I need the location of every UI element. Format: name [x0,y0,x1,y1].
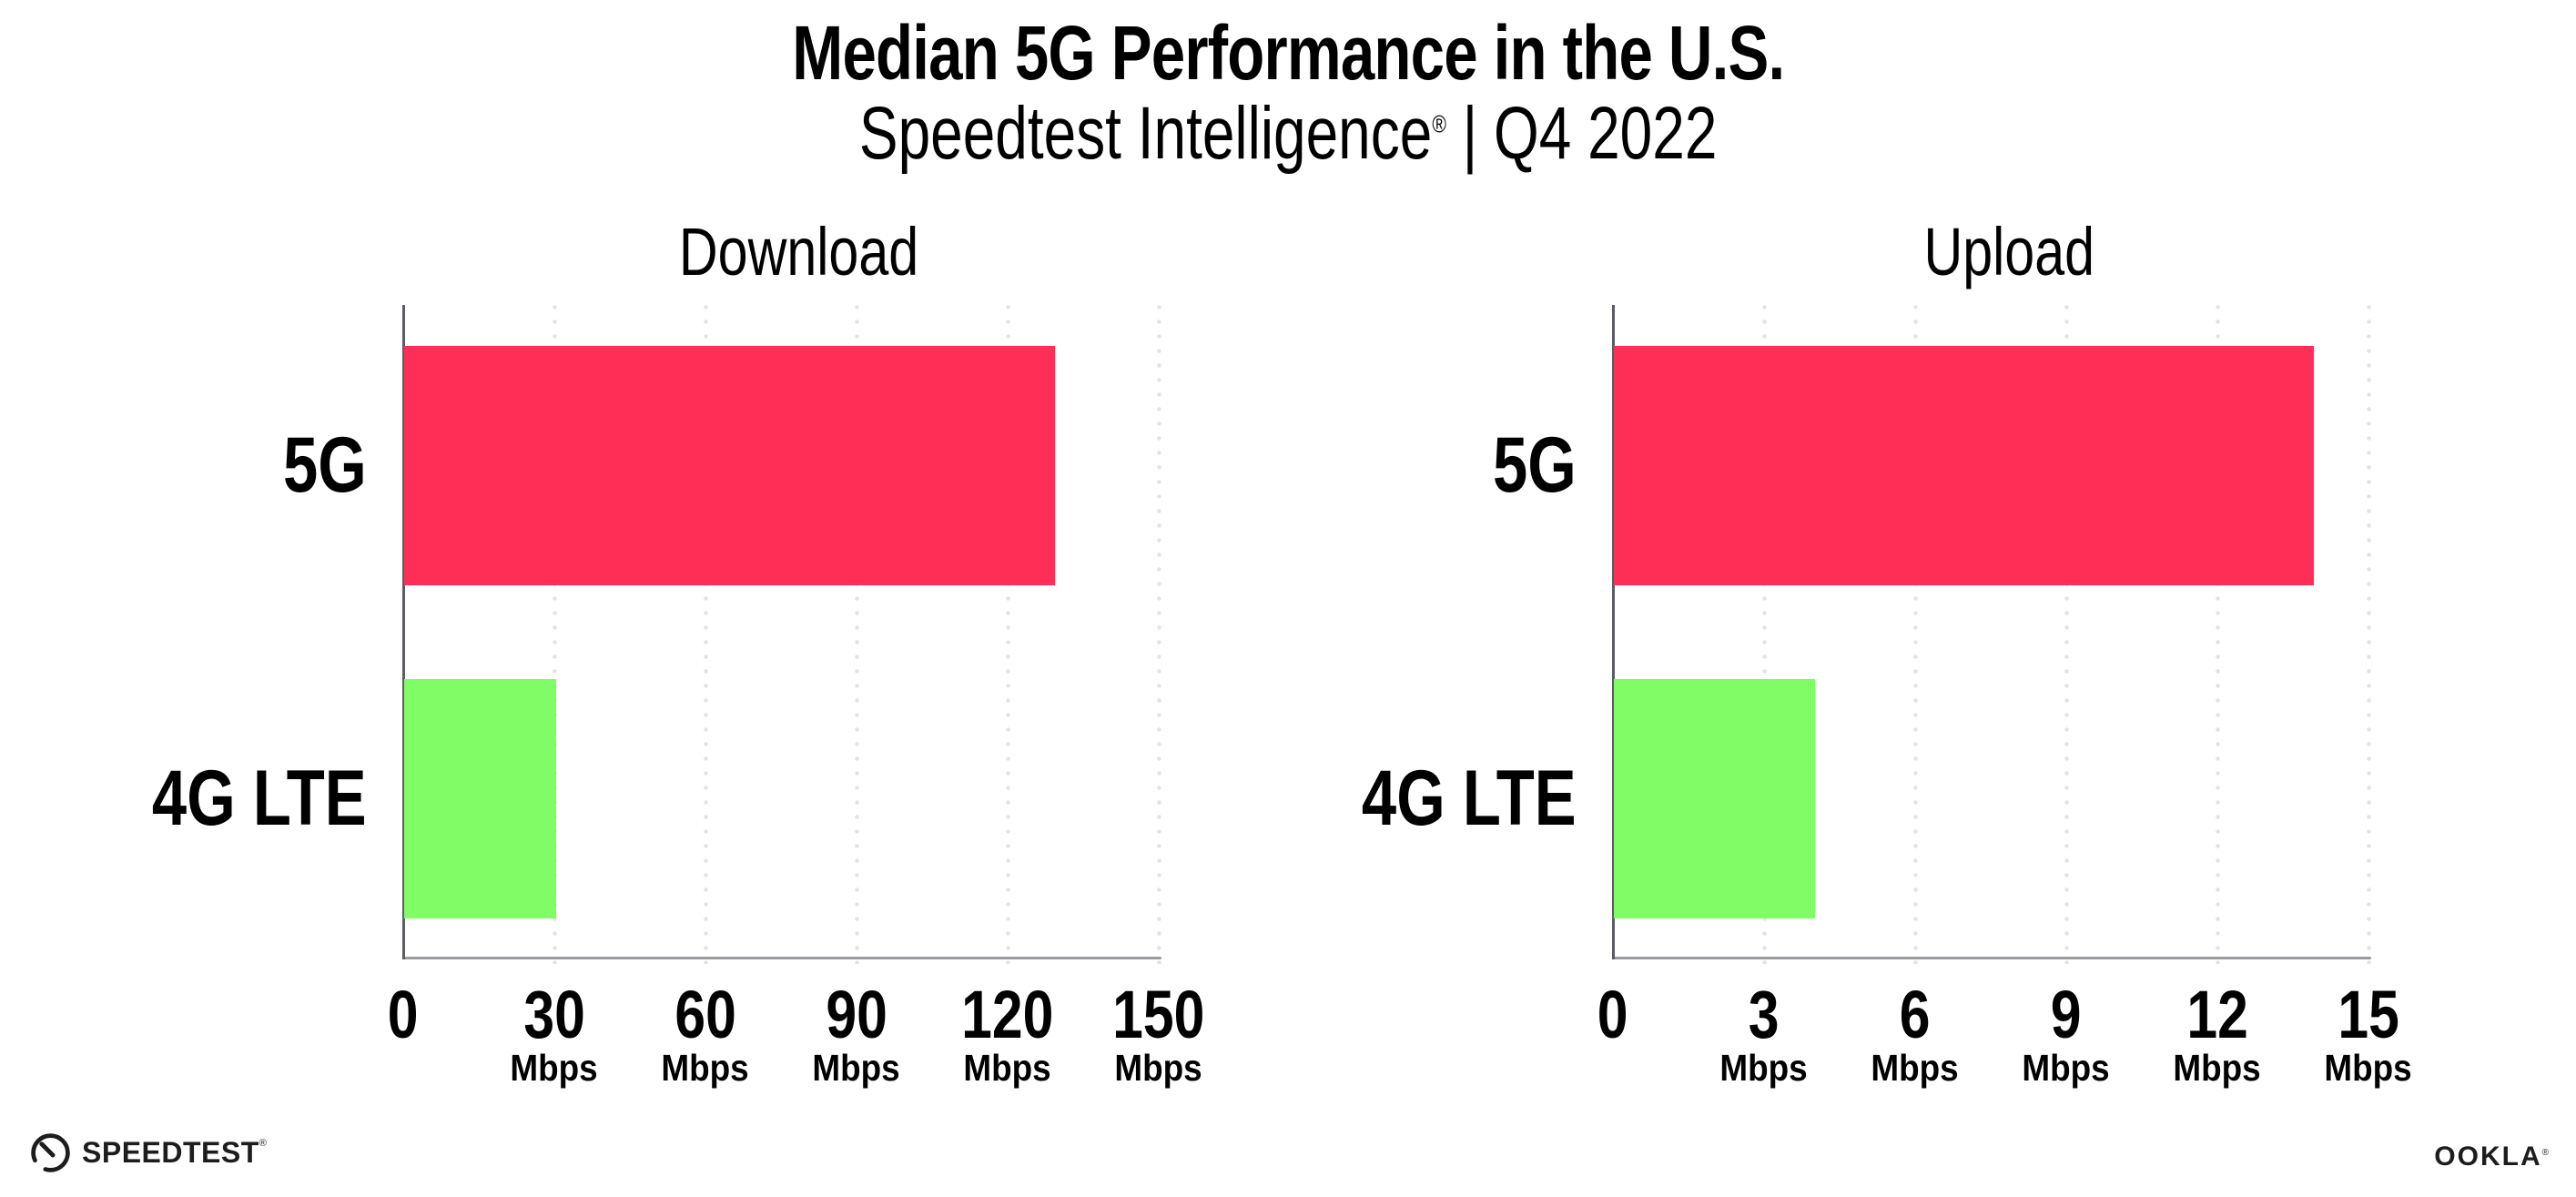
x-tick-label: 9 [1966,976,2166,1053]
x-tick-unit-text: Mbps [1719,1047,1809,1089]
x-tick-label: 60 [605,976,806,1053]
x-tick-label: 0 [1513,976,1713,1053]
x-tick-value: 30 [523,977,585,1052]
bar-4g-lte-upload [1614,679,1816,918]
x-tick-unit-text: Mbps [661,1047,750,1089]
subplot-title-text: Download [679,214,919,289]
category-label-text: 4G LTE [1362,755,1577,842]
grid-line [552,305,557,964]
registered-mark-icon: ® [1432,110,1446,138]
x-tick-label: 30 [454,976,654,1053]
subtitle-period: | Q4 2022 [1445,92,1718,175]
category-label-text: 4G LTE [152,755,367,842]
x-tick-label: 150 [1059,976,1259,1053]
x-tick-label: 120 [908,976,1108,1053]
x-tick-value: 9 [2051,977,2082,1052]
x-tick-unit-text: Mbps [1871,1047,1960,1089]
grid-line [703,305,708,964]
x-axis-line [403,957,1161,959]
x-tick-value: 0 [1597,977,1628,1052]
y-axis-line [402,305,405,959]
x-tick-unit-label: Mbps [908,1047,1108,1090]
grid-line [2215,305,2220,964]
x-tick-value: 0 [388,977,419,1052]
x-tick-value: 120 [961,977,1054,1052]
grid-line [2366,305,2371,964]
y-axis-line [1612,305,1615,959]
speedtest-wordmark: SPEEDTEST [82,1136,259,1169]
x-tick-unit-label: Mbps [1059,1047,1259,1090]
page-title-text: Median 5G Performance in the U.S. [791,10,1785,96]
x-tick-label: 6 [1815,976,2015,1053]
x-tick-label: 3 [1664,976,1864,1053]
grid-line [1156,305,1161,964]
x-tick-value: 150 [1112,977,1205,1052]
speedtest-logo: SPEEDTEST ® [29,1131,267,1174]
category-label-text: 5G [283,421,367,509]
bar-5g-download [404,346,1055,585]
grid-line [854,305,859,964]
x-axis-line [1613,957,2371,959]
x-tick-unit-label: Mbps [1664,1047,1864,1090]
bar-4g-lte-download [404,679,557,918]
x-tick-value: 3 [1749,977,1780,1052]
x-tick-unit-label: Mbps [605,1047,806,1090]
x-tick-unit-text: Mbps [2173,1047,2262,1089]
category-label-text: 5G [1493,421,1577,509]
x-tick-unit-text: Mbps [2022,1047,2111,1089]
category-label-5g: 5G [1103,346,1577,585]
x-tick-value: 12 [2186,977,2248,1052]
x-tick-value: 60 [674,977,736,1052]
x-tick-label: 12 [2117,976,2317,1053]
category-label-4g-lte: 4G LTE [0,679,367,918]
x-tick-unit-label: Mbps [2268,1047,2469,1090]
x-tick-unit-label: Mbps [2117,1047,2317,1090]
speedtest-gauge-icon [31,1133,70,1172]
x-tick-unit-label: Mbps [1966,1047,2166,1090]
grid-line [1912,305,1918,964]
subplot-title-text: Upload [1923,214,2094,289]
grid-line [1005,305,1010,964]
x-tick-label: 0 [303,976,503,1053]
x-tick-unit-text: Mbps [812,1047,901,1089]
x-tick-unit-label: Mbps [454,1047,654,1090]
x-tick-label: 15 [2268,976,2469,1053]
x-tick-unit-text: Mbps [2324,1047,2413,1089]
ookla-registered-icon: ® [2541,1148,2551,1158]
x-tick-unit-text: Mbps [1114,1047,1203,1089]
subplot-title-upload: Upload [1599,213,2419,290]
page-subtitle: Speedtest Intelligence® | Q4 2022 [0,91,2576,177]
x-tick-unit-text: Mbps [510,1047,599,1089]
x-tick-value: 15 [2338,977,2399,1052]
page-title: Median 5G Performance in the U.S. [0,9,2576,97]
subtitle-brand: Speedtest Intelligence [858,92,1433,175]
category-label-4g-lte: 4G LTE [1103,679,1577,918]
grid-line [2064,305,2069,964]
x-tick-unit-label: Mbps [756,1047,957,1090]
speedtest-registered-icon: ® [259,1137,267,1149]
subplot-title-download: Download [390,213,1209,290]
x-tick-unit-label: Mbps [1815,1047,2015,1090]
x-tick-value: 6 [1900,977,1931,1052]
ookla-wordmark: OOKLA [2434,1141,2542,1172]
ookla-logo: OOKLA® [2434,1141,2551,1172]
x-tick-unit-text: Mbps [963,1047,1052,1089]
bar-5g-upload [1614,346,2315,585]
category-label-5g: 5G [0,346,367,585]
page-subtitle-text: Speedtest Intelligence® | Q4 2022 [859,91,1717,177]
grid-line [1761,305,1767,964]
x-tick-value: 90 [826,977,887,1052]
x-tick-label: 90 [756,976,957,1053]
